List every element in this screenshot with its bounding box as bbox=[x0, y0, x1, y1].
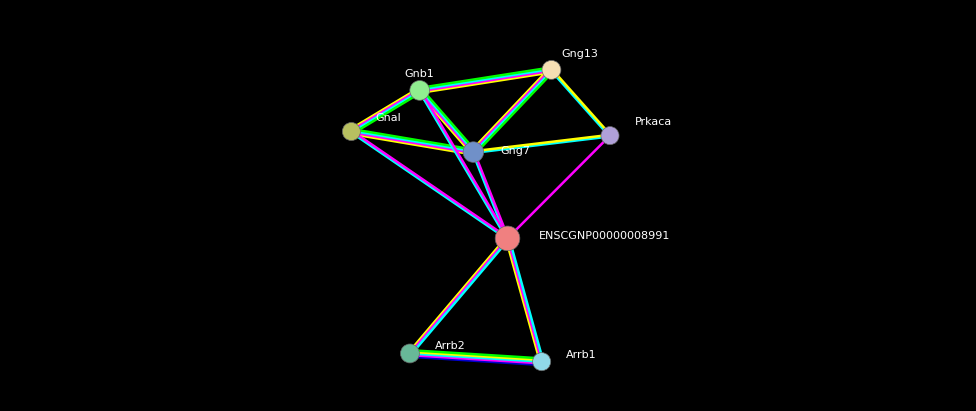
Ellipse shape bbox=[410, 81, 429, 100]
Text: Arrb1: Arrb1 bbox=[566, 350, 596, 360]
Text: Prkaca: Prkaca bbox=[634, 118, 671, 127]
Ellipse shape bbox=[533, 353, 550, 371]
Text: Arrb2: Arrb2 bbox=[435, 342, 467, 351]
Text: Gnal: Gnal bbox=[376, 113, 401, 123]
Text: Gng13: Gng13 bbox=[561, 49, 598, 59]
Ellipse shape bbox=[400, 344, 420, 363]
Ellipse shape bbox=[542, 60, 561, 79]
Ellipse shape bbox=[495, 226, 520, 251]
Ellipse shape bbox=[343, 122, 360, 141]
Text: Gng7: Gng7 bbox=[501, 146, 531, 156]
Ellipse shape bbox=[463, 142, 484, 162]
Ellipse shape bbox=[601, 127, 619, 145]
Text: Gnb1: Gnb1 bbox=[405, 69, 434, 79]
Text: ENSCGNP00000008991: ENSCGNP00000008991 bbox=[539, 231, 671, 241]
